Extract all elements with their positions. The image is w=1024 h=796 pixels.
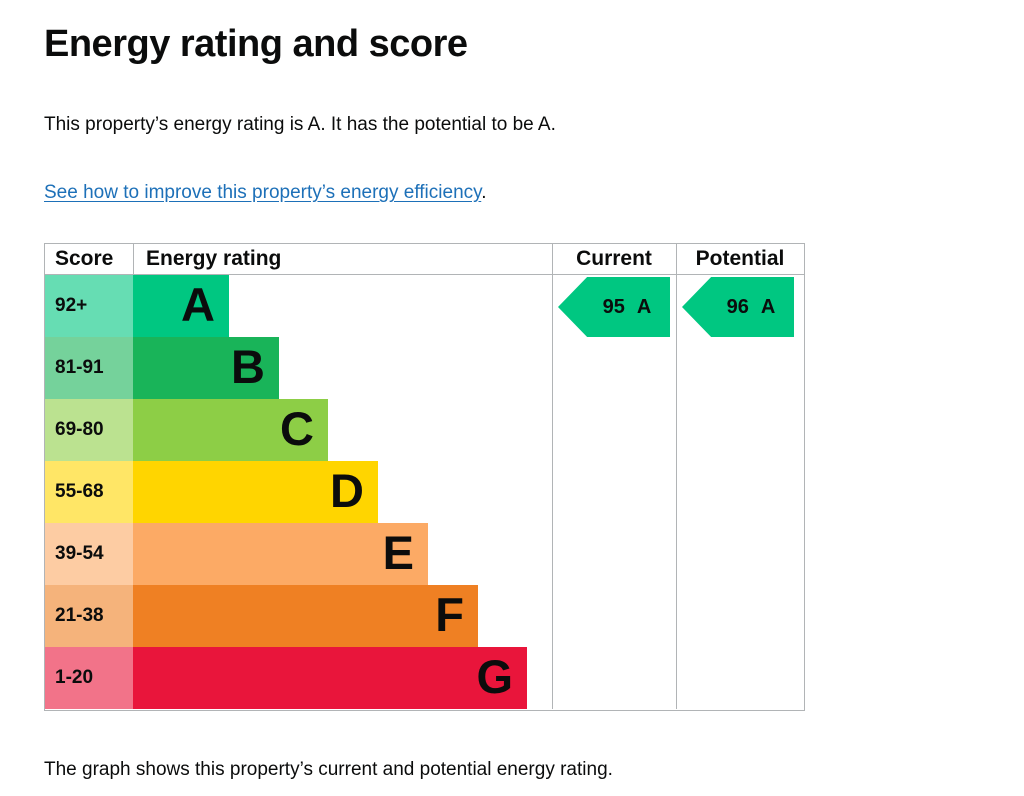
page-title: Energy rating and score [44,23,468,65]
score-cell: 92+ [45,275,133,337]
rating-letter: F [435,588,464,641]
rating-bar-c: C [133,399,328,461]
potential-column-divider [676,244,677,709]
rating-bar-a: A [133,275,229,337]
score-cell: 69-80 [45,399,133,461]
header-potential: Potential [695,247,785,270]
graph-band-rows: 92+ A 81-91 B 69-80 C 55-68 D 39-54 E 21… [45,244,804,709]
rating-bar-f: F [133,585,478,647]
graph-header-row: Score Energy rating Current Potential [45,244,804,275]
rating-letter: C [280,402,314,455]
band-row-b: 81-91 B [45,337,804,399]
rating-bar-b: B [133,337,279,399]
rating-letter: B [231,340,265,393]
rating-letter: E [382,526,414,579]
band-row-c: 69-80 C [45,399,804,461]
rating-bar-d: D [133,461,378,523]
score-cell: 55-68 [45,461,133,523]
energy-rating-graph: Score Energy rating Current Potential 92… [44,243,805,711]
rating-letter: G [476,650,513,703]
current-score-value: 95 [602,295,625,318]
link-period: . [481,182,487,203]
rating-letter: A [181,278,215,331]
current-rating-letter: A [636,295,652,318]
score-cell: 21-38 [45,585,133,647]
band-row-g: 1-20 G [45,647,804,709]
rating-bar-e: E [133,523,428,585]
header-score: Score [55,247,114,270]
band-row-d: 55-68 D [45,461,804,523]
band-row-a: 92+ A [45,275,804,337]
band-row-f: 21-38 F [45,585,804,647]
score-cell: 39-54 [45,523,133,585]
header-energy-rating: Energy rating [133,244,552,274]
score-cell: 1-20 [45,647,133,709]
potential-rating-letter: A [760,295,776,318]
current-column-divider [552,244,553,709]
improve-efficiency-link[interactable]: See how to improve this property’s energ… [44,182,482,203]
rating-summary-text: This property’s energy rating is A. It h… [44,114,556,135]
rating-bar-g: G [133,647,527,709]
improve-link-line: See how to improve this property’s energ… [44,180,487,205]
graph-caption: The graph shows this property’s current … [44,759,613,780]
band-row-e: 39-54 E [45,523,804,585]
score-cell: 81-91 [45,337,133,399]
rating-letter: D [330,464,364,517]
header-current: Current [576,247,652,270]
potential-score-value: 96 [726,295,749,318]
